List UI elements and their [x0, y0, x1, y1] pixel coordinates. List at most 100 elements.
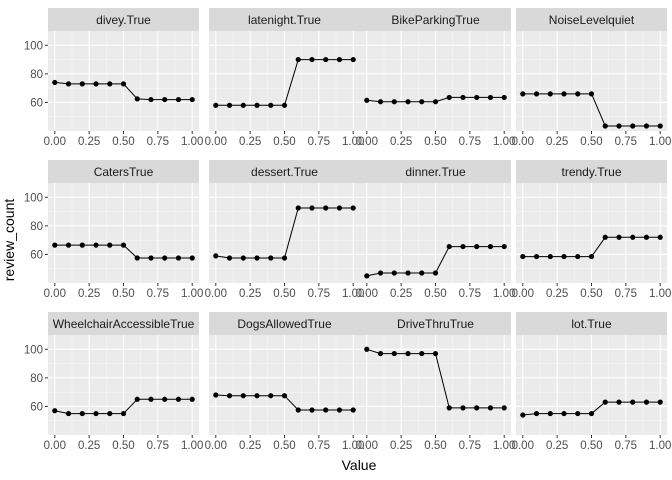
facet-strip-label: WheelchairAccessibleTrue [53, 317, 195, 331]
data-point [52, 408, 58, 414]
x-tick-label: 0.00 [512, 440, 534, 452]
facet-strip-label: dinner.True [405, 165, 466, 179]
data-point [120, 242, 127, 248]
data-point [405, 350, 411, 357]
data-point [533, 91, 540, 97]
data-point [350, 407, 356, 413]
data-point [432, 270, 439, 276]
data-point [643, 234, 650, 240]
data-point [657, 234, 663, 240]
data-point [350, 56, 356, 63]
data-point [309, 205, 315, 211]
data-point [134, 96, 140, 102]
data-point [65, 81, 72, 87]
data-point [162, 396, 168, 402]
x-tick-label: 0.00 [44, 288, 66, 300]
x-tick-label: 0.75 [615, 440, 637, 452]
data-point [189, 396, 195, 402]
data-point [52, 242, 58, 248]
data-point [79, 242, 85, 248]
facet-strip [48, 312, 199, 335]
data-point [79, 81, 85, 87]
data-point [364, 346, 370, 352]
data-point [630, 123, 636, 129]
x-tick-label: 0.25 [546, 136, 568, 148]
facet-strip-label: DogsAllowedTrue [237, 317, 332, 331]
data-point [162, 96, 168, 103]
data-point [547, 253, 553, 260]
y-tick-label: 80 [30, 221, 43, 233]
x-tick-label: 0.75 [615, 136, 637, 148]
x-tick-label: 1.00 [493, 288, 515, 300]
facet-strip-label: latenight.True [248, 13, 321, 27]
data-point [657, 123, 663, 129]
data-point [213, 253, 219, 259]
x-tick-label: 0.25 [239, 136, 261, 148]
data-point [432, 350, 439, 357]
facet-strip [360, 160, 511, 183]
data-point [175, 255, 182, 261]
data-point [309, 407, 315, 413]
data-point [323, 205, 329, 211]
x-tick-label: 0.25 [239, 440, 261, 452]
data-point [268, 393, 274, 399]
x-tick-label: 0.25 [239, 288, 261, 300]
data-point [561, 410, 567, 417]
data-point [226, 393, 233, 399]
x-tick-label: 0.50 [424, 440, 446, 452]
data-point [533, 410, 540, 417]
facet-strip [48, 160, 199, 183]
data-point [148, 255, 154, 261]
facet-panel: NoiseLevelquiet 0.00 0.25 0.50 0.75 1.00 [512, 8, 671, 148]
x-tick-label: 1.00 [342, 288, 364, 300]
x-tick-label: 0.50 [580, 440, 602, 452]
x-tick-label: 0.75 [459, 440, 481, 452]
data-point [162, 255, 168, 261]
facet-strip-label: DriveThruTrue [397, 317, 474, 331]
data-point [487, 243, 494, 250]
data-point [107, 81, 113, 87]
data-point [547, 91, 553, 97]
data-point [93, 81, 99, 87]
y-tick-label: 60 [30, 401, 43, 413]
data-point [602, 399, 608, 405]
data-point [561, 253, 567, 260]
x-tick-label: 0.75 [308, 440, 330, 452]
data-point [432, 99, 439, 105]
x-tick-label: 0.75 [147, 288, 169, 300]
y-tick-label: 60 [30, 97, 43, 109]
x-tick-label: 0.25 [546, 440, 568, 452]
data-point [474, 405, 480, 411]
x-tick-label: 0.50 [580, 288, 602, 300]
data-point [561, 91, 567, 97]
data-point [254, 255, 260, 261]
x-tick-label: 1.00 [649, 288, 671, 300]
data-point [295, 205, 301, 211]
facet-panel: dinner.True 0.00 0.25 0.50 0.75 1.00 [356, 160, 515, 300]
x-tick-label: 0.50 [424, 136, 446, 148]
data-point [474, 94, 480, 101]
facet-strip-label: BikeParkingTrue [391, 13, 480, 27]
x-tick-label: 0.00 [356, 136, 378, 148]
facet-panel: divey.True 0.00 0.25 0.50 0.75 1.00 60 80 100 [24, 8, 203, 148]
data-point [575, 253, 581, 260]
y-tick-label: 80 [30, 69, 43, 81]
data-point [254, 393, 260, 399]
data-point [323, 407, 329, 413]
data-point [520, 253, 526, 260]
y-axis-title: review_count [1, 199, 17, 282]
data-point [575, 410, 581, 417]
data-point [391, 99, 397, 105]
facet-strip [516, 160, 667, 183]
data-point [588, 91, 595, 97]
x-tick-label: 1.00 [181, 136, 203, 148]
x-tick-label: 0.75 [615, 288, 637, 300]
data-point [446, 405, 452, 411]
data-point [602, 123, 608, 129]
data-point [189, 255, 195, 261]
data-point [520, 91, 526, 97]
data-point [377, 350, 384, 357]
facet-strip [48, 8, 199, 31]
facet-panel: DriveThruTrue 0.00 0.25 0.50 0.75 1.00 [356, 312, 515, 452]
data-point [309, 56, 315, 63]
